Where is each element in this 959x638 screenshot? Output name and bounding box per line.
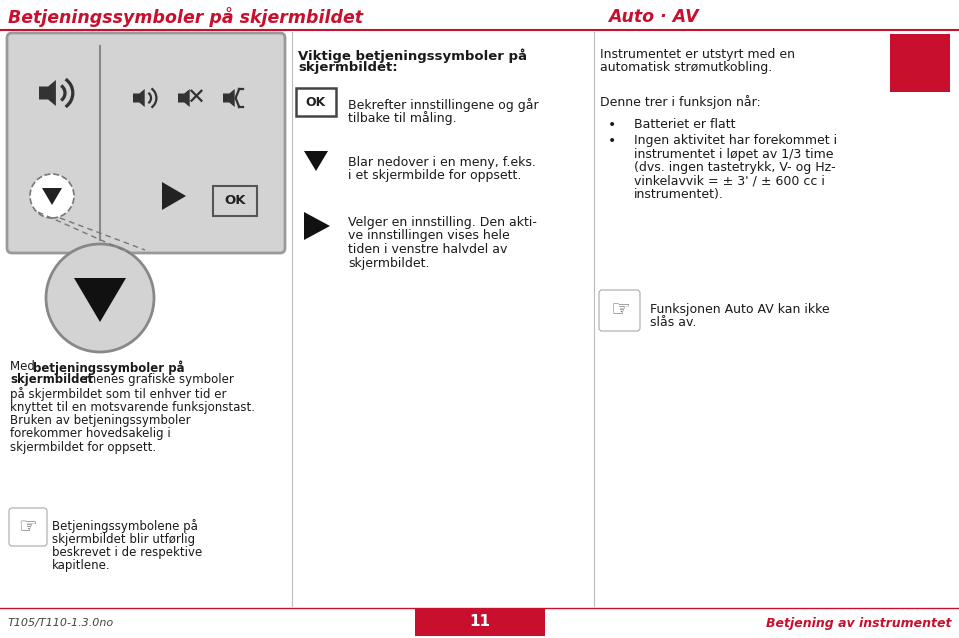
Text: Instrumentet er utstyrt med en: Instrumentet er utstyrt med en xyxy=(600,48,795,61)
Text: tilbake til måling.: tilbake til måling. xyxy=(348,112,456,126)
Text: beskrevet i de respektive: beskrevet i de respektive xyxy=(52,546,202,559)
Text: instrumentet).: instrumentet). xyxy=(634,188,724,202)
Text: Blar nedover i en meny, f.eks.: Blar nedover i en meny, f.eks. xyxy=(348,156,536,169)
Text: Funksjonen Auto AV kan ikke: Funksjonen Auto AV kan ikke xyxy=(650,303,830,316)
Text: tiden i venstre halvdel av: tiden i venstre halvdel av xyxy=(348,243,507,256)
Text: Batteriet er flatt: Batteriet er flatt xyxy=(634,118,736,131)
Text: forekommer hovedsakelig i: forekommer hovedsakelig i xyxy=(10,427,171,440)
Text: betjeningssymboler på: betjeningssymboler på xyxy=(33,360,185,375)
Text: knyttet til en motsvarende funksjonstast.: knyttet til en motsvarende funksjonstast… xyxy=(10,401,255,413)
Text: Betjeningssymbolene på: Betjeningssymbolene på xyxy=(52,519,198,533)
Polygon shape xyxy=(162,182,186,210)
Text: •: • xyxy=(608,118,617,132)
Text: Ingen aktivitet har forekommet i: Ingen aktivitet har forekommet i xyxy=(634,135,837,147)
Text: Bekrefter innstillingene og går: Bekrefter innstillingene og går xyxy=(348,98,539,112)
FancyBboxPatch shape xyxy=(890,34,950,92)
Text: slås av.: slås av. xyxy=(650,316,696,329)
Text: skjermbildet:: skjermbildet: xyxy=(298,61,398,75)
Text: menes grafiske symboler: menes grafiske symboler xyxy=(81,373,234,387)
Text: i et skjermbilde for oppsett.: i et skjermbilde for oppsett. xyxy=(348,170,522,182)
Polygon shape xyxy=(304,151,328,171)
Text: kapitlene.: kapitlene. xyxy=(52,560,110,572)
FancyBboxPatch shape xyxy=(213,186,257,216)
Text: (dvs. ingen tastetrykk, V- og Hz-: (dvs. ingen tastetrykk, V- og Hz- xyxy=(634,161,835,174)
Text: ve innstillingen vises hele: ve innstillingen vises hele xyxy=(348,230,510,242)
Circle shape xyxy=(46,244,154,352)
Text: 11: 11 xyxy=(470,614,490,630)
Text: på skjermbildet som til enhver tid er: på skjermbildet som til enhver tid er xyxy=(10,387,226,401)
FancyBboxPatch shape xyxy=(7,33,285,253)
Text: skjermbildet.: skjermbildet. xyxy=(348,256,430,269)
Text: vinkelavvik = ± 3' / ± 600 cc i: vinkelavvik = ± 3' / ± 600 cc i xyxy=(634,175,825,188)
Text: Auto · AV: Auto · AV xyxy=(608,8,698,26)
Polygon shape xyxy=(304,212,330,240)
Text: skjermbildet: skjermbildet xyxy=(10,373,93,387)
Text: T105/T110-1.3.0no: T105/T110-1.3.0no xyxy=(8,618,114,628)
Text: skjermbildet for oppsett.: skjermbildet for oppsett. xyxy=(10,441,156,454)
Polygon shape xyxy=(42,188,62,205)
FancyBboxPatch shape xyxy=(296,88,336,116)
Circle shape xyxy=(30,174,74,218)
Polygon shape xyxy=(133,89,145,107)
Polygon shape xyxy=(39,80,56,106)
Polygon shape xyxy=(223,89,235,107)
Text: ☞: ☞ xyxy=(18,517,37,537)
Text: Med: Med xyxy=(10,360,38,373)
Polygon shape xyxy=(178,89,190,107)
Text: OK: OK xyxy=(224,195,246,207)
Polygon shape xyxy=(74,278,126,322)
Text: •: • xyxy=(608,135,617,149)
Text: automatisk strømutkobling.: automatisk strømutkobling. xyxy=(600,61,772,75)
Text: OK: OK xyxy=(306,96,326,110)
Text: Velger en innstilling. Den akti-: Velger en innstilling. Den akti- xyxy=(348,216,537,229)
FancyBboxPatch shape xyxy=(415,609,545,636)
Text: instrumentet i løpet av 1/3 time: instrumentet i løpet av 1/3 time xyxy=(634,148,833,161)
Text: Bruken av betjeningssymboler: Bruken av betjeningssymboler xyxy=(10,414,191,427)
Text: skjermbildet blir utførlig: skjermbildet blir utførlig xyxy=(52,533,195,545)
Text: Betjeningssymboler på skjermbildet: Betjeningssymboler på skjermbildet xyxy=(8,7,363,27)
Text: Viktige betjeningssymboler på: Viktige betjeningssymboler på xyxy=(298,48,527,63)
Text: Denne trer i funksjon når:: Denne trer i funksjon når: xyxy=(600,95,760,109)
Text: Betjening av instrumentet: Betjening av instrumentet xyxy=(765,616,951,630)
Text: ☞: ☞ xyxy=(610,300,630,320)
